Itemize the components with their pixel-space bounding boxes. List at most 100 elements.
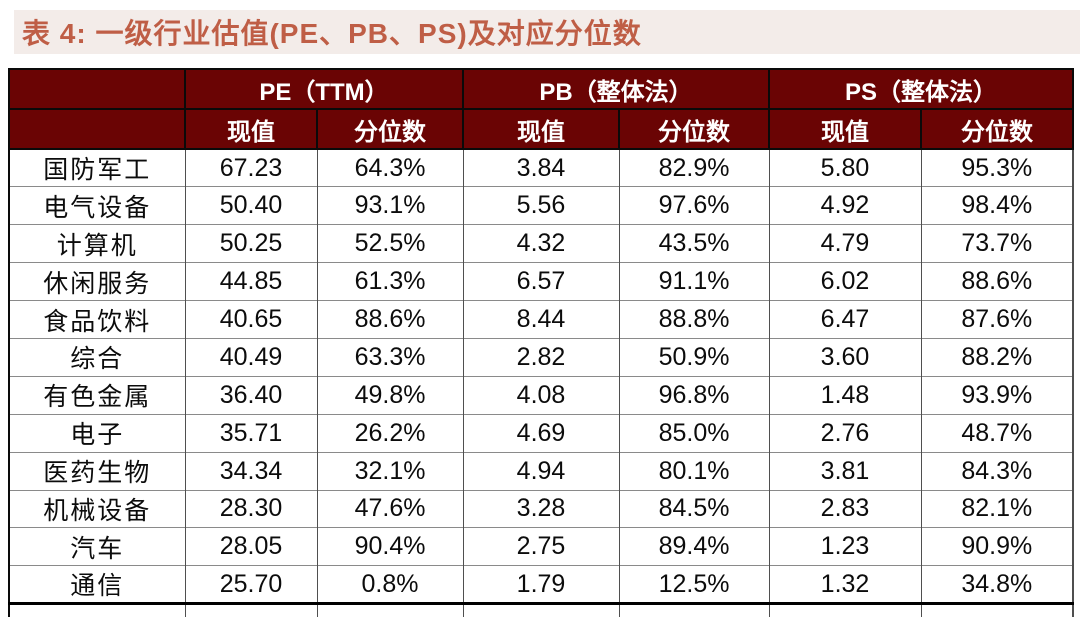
industry-name: 电气设备 xyxy=(8,186,186,225)
table-row: 医药生物 34.34 32.1% 4.94 80.1% 3.81 84.3% xyxy=(8,451,1074,491)
table-row: 计算机 50.25 52.5% 4.32 43.5% 4.79 73.7% xyxy=(8,224,1074,263)
value-cell: 91.1% xyxy=(618,262,770,301)
value-cell: 1.23 xyxy=(768,527,922,566)
value-cell: 3.84 xyxy=(462,148,620,187)
industry-name: 医药生物 xyxy=(8,451,186,491)
header-pe-percentile: 分位数 xyxy=(315,108,465,150)
table-title: 表 4: 一级行业估值(PE、PB、PS)及对应分位数 xyxy=(22,18,642,49)
value-cell: 6.57 xyxy=(462,262,620,301)
industry-name: 有色金属 xyxy=(8,375,186,415)
header-ps-percentile: 分位数 xyxy=(920,108,1075,150)
value-cell: 5.80 xyxy=(768,148,922,187)
value-cell: 34.34 xyxy=(184,451,318,491)
value-cell: 32.1% xyxy=(316,451,464,491)
value-cell: 50.9% xyxy=(618,337,770,377)
value-cell: 40.49 xyxy=(184,337,318,377)
partial-cell xyxy=(316,603,464,617)
value-cell: 88.6% xyxy=(920,262,1074,301)
value-cell: 43.5% xyxy=(618,224,770,263)
value-cell: 88.2% xyxy=(920,337,1074,377)
value-cell: 34.8% xyxy=(920,565,1074,606)
value-cell: 67.23 xyxy=(184,148,318,187)
industry-name: 综合 xyxy=(8,337,186,377)
industry-name: 汽车 xyxy=(8,527,186,566)
value-cell: 4.08 xyxy=(462,375,620,415)
value-cell: 4.79 xyxy=(768,224,922,263)
header-group-ps: PS（整体法） xyxy=(768,68,1075,110)
partial-cell xyxy=(618,603,770,617)
table-row: 国防军工 67.23 64.3% 3.84 82.9% 5.80 95.3% xyxy=(8,148,1074,187)
value-cell: 26.2% xyxy=(316,413,464,453)
value-cell: 0.8% xyxy=(316,565,464,606)
value-cell: 5.56 xyxy=(462,186,620,225)
value-cell: 84.3% xyxy=(920,451,1074,491)
value-cell: 52.5% xyxy=(316,224,464,263)
value-cell: 64.3% xyxy=(316,148,464,187)
table-title-band: 表 4: 一级行业估值(PE、PB、PS)及对应分位数 xyxy=(14,10,1080,54)
value-cell: 4.32 xyxy=(462,224,620,263)
header-pb-percentile: 分位数 xyxy=(618,108,771,150)
header-group-pe: PE（TTM） xyxy=(183,68,465,110)
value-cell: 89.4% xyxy=(618,527,770,566)
partial-cell xyxy=(768,603,922,617)
table-row: 汽车 28.05 90.4% 2.75 89.4% 1.23 90.9% xyxy=(8,527,1074,566)
table-body: 国防军工 67.23 64.3% 3.84 82.9% 5.80 95.3% 电气设备 50.4… xyxy=(8,148,1074,617)
partial-cell xyxy=(920,603,1074,617)
table-row: 食品饮料 40.65 88.6% 8.44 88.8% 6.47 87.6% xyxy=(8,300,1074,339)
value-cell: 25.70 xyxy=(184,565,318,606)
value-cell: 2.75 xyxy=(462,527,620,566)
value-cell: 63.3% xyxy=(316,337,464,377)
value-cell: 1.48 xyxy=(768,375,922,415)
table-row: 电气设备 50.40 93.1% 5.56 97.6% 4.92 98.4% xyxy=(8,186,1074,225)
value-cell: 95.3% xyxy=(920,148,1074,187)
header-group-row: PE（TTM） PB（整体法） PS（整体法） xyxy=(8,68,1075,110)
value-cell: 80.1% xyxy=(618,451,770,491)
value-cell: 85.0% xyxy=(618,413,770,453)
table-row: 综合 40.49 63.3% 2.82 50.9% 3.60 88.2% xyxy=(8,337,1074,377)
header-sub-row: 现值 分位数 现值 分位数 现值 分位数 xyxy=(8,108,1075,150)
partial-row xyxy=(8,603,1074,617)
partial-cell xyxy=(462,603,620,617)
value-cell: 87.6% xyxy=(920,300,1074,339)
value-cell: 84.5% xyxy=(618,489,770,528)
value-cell: 88.6% xyxy=(316,300,464,339)
value-cell: 3.81 xyxy=(768,451,922,491)
table-row: 机械设备 28.30 47.6% 3.28 84.5% 2.83 82.1% xyxy=(8,489,1074,528)
table-row: 有色金属 36.40 49.8% 4.08 96.8% 1.48 93.9% xyxy=(8,375,1074,415)
industry-name: 计算机 xyxy=(8,224,186,263)
value-cell: 2.83 xyxy=(768,489,922,528)
value-cell: 82.1% xyxy=(920,489,1074,528)
value-cell: 93.1% xyxy=(316,186,464,225)
industry-name: 食品饮料 xyxy=(8,300,186,339)
industry-name: 通信 xyxy=(8,565,186,606)
header-pb-current: 现值 xyxy=(462,108,621,150)
value-cell: 73.7% xyxy=(920,224,1074,263)
value-cell: 50.40 xyxy=(184,186,318,225)
value-cell: 4.94 xyxy=(462,451,620,491)
value-cell: 1.32 xyxy=(768,565,922,606)
value-cell: 49.8% xyxy=(316,375,464,415)
partial-cell xyxy=(8,603,186,617)
value-cell: 50.25 xyxy=(184,224,318,263)
industry-name: 休闲服务 xyxy=(8,262,186,301)
value-cell: 61.3% xyxy=(316,262,464,301)
value-cell: 6.47 xyxy=(768,300,922,339)
header-group-pb: PB（整体法） xyxy=(462,68,771,110)
value-cell: 88.8% xyxy=(618,300,770,339)
value-cell: 3.28 xyxy=(462,489,620,528)
value-cell: 1.79 xyxy=(462,565,620,606)
value-cell: 8.44 xyxy=(462,300,620,339)
partial-cell xyxy=(184,603,318,617)
corner-cell xyxy=(8,68,186,110)
value-cell: 6.02 xyxy=(768,262,922,301)
value-cell: 82.9% xyxy=(618,148,770,187)
value-cell: 40.65 xyxy=(184,300,318,339)
value-cell: 28.05 xyxy=(184,527,318,566)
value-cell: 4.69 xyxy=(462,413,620,453)
corner-cell-sub xyxy=(8,108,186,150)
header-ps-current: 现值 xyxy=(768,108,923,150)
valuation-table-container: PE（TTM） PB（整体法） PS（整体法） 现值 分位数 现值 分位数 现值… xyxy=(8,68,1075,617)
value-cell: 28.30 xyxy=(184,489,318,528)
value-cell: 44.85 xyxy=(184,262,318,301)
value-cell: 93.9% xyxy=(920,375,1074,415)
